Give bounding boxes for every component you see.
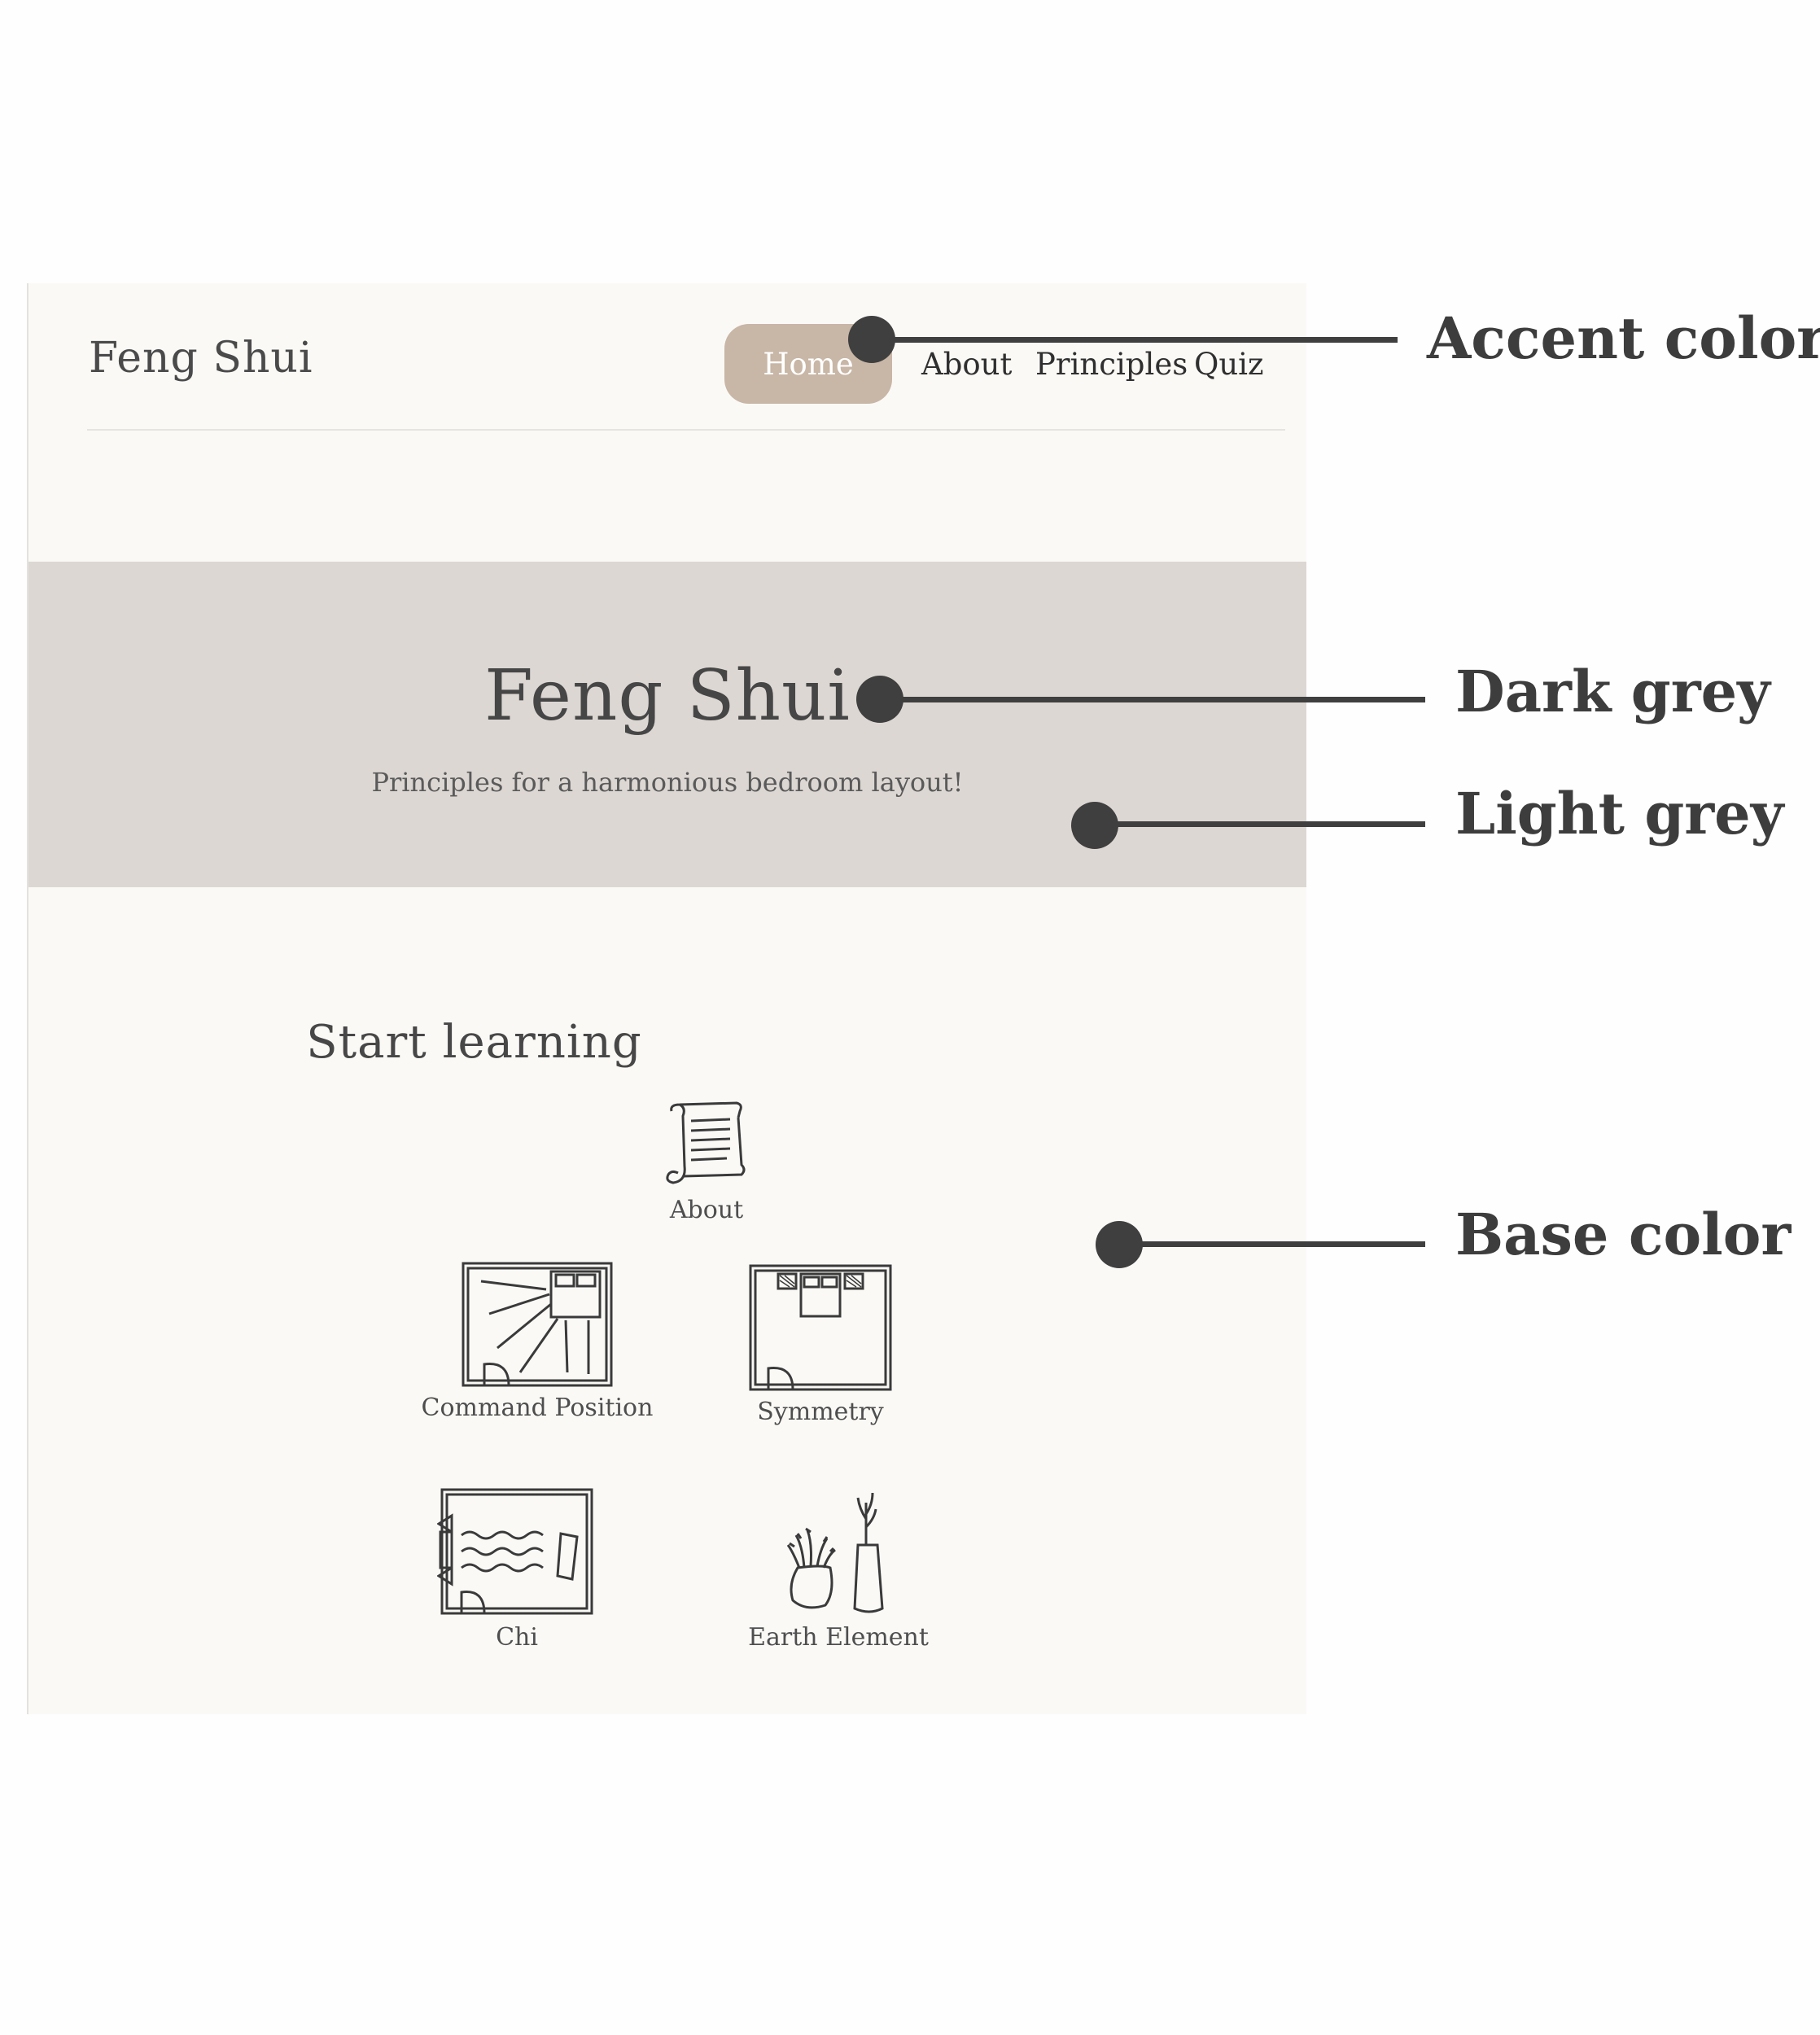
annotation-light-grey: Light grey [1455, 780, 1784, 847]
annotation-line-base [1119, 1241, 1425, 1247]
hero-subtitle: Principles for a harmonious bedroom layo… [371, 767, 964, 798]
about-card[interactable]: About [633, 1101, 780, 1224]
website-mockup: Feng Shui Home About Principles Quiz Fen… [27, 283, 1306, 1714]
card-label: Earth Element [748, 1623, 929, 1652]
command-position-card[interactable]: Command Position [407, 1260, 667, 1422]
annotation-line-light-grey [1095, 821, 1425, 827]
symmetry-floorplan-icon [749, 1264, 892, 1391]
card-label: About [669, 1196, 744, 1224]
vases-plants-icon [786, 1492, 884, 1613]
symmetry-card[interactable]: Symmetry [719, 1263, 922, 1426]
nav-divider [87, 429, 1285, 431]
hero-banner: Feng Shui Principles for a harmonious be… [28, 562, 1306, 887]
chi-floorplan-icon [437, 1488, 593, 1615]
nav-about-link[interactable]: About [921, 347, 1013, 382]
annotation-line-dark-grey [880, 697, 1425, 702]
card-label: Command Position [421, 1394, 654, 1422]
nav-logo[interactable]: Feng Shui [89, 334, 313, 383]
nav-principles-link[interactable]: Principles [1035, 347, 1188, 382]
hero-title: Feng Shui [484, 655, 851, 737]
start-learning-heading: Start learning [306, 1016, 642, 1069]
annotation-accent-color: Accent color [1427, 304, 1820, 372]
scroll-icon [666, 1101, 746, 1184]
chi-card[interactable]: Chi [419, 1486, 615, 1652]
annotation-base-color: Base color [1455, 1201, 1792, 1268]
card-label: Symmetry [757, 1398, 884, 1426]
annotation-line-accent [872, 337, 1398, 343]
earth-element-card[interactable]: Earth Element [728, 1486, 948, 1652]
command-position-floorplan-icon [462, 1262, 613, 1387]
card-label: Chi [496, 1623, 538, 1652]
annotation-dark-grey: Dark grey [1455, 658, 1770, 725]
nav-quiz-link[interactable]: Quiz [1194, 347, 1264, 382]
